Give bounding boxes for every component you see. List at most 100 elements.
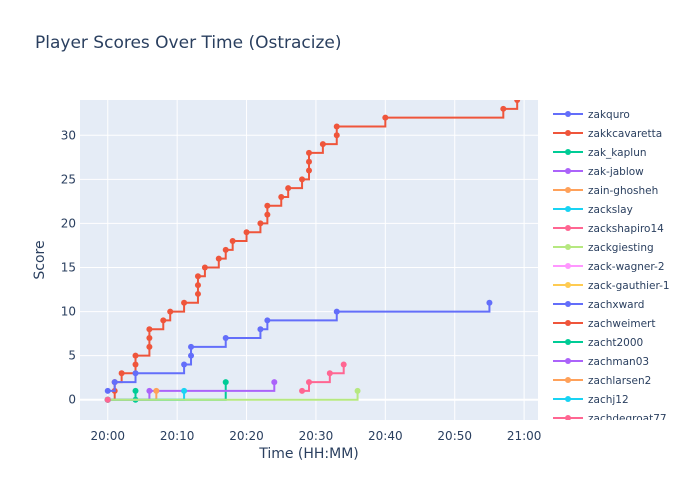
y-tick-label: 5 [68,349,76,363]
data-point-zak-kaplun [222,379,229,386]
data-point-zakkcavaretta [132,352,139,359]
legend-swatch-marker-zackgiesting [565,244,571,250]
data-point-zackshapiro14 [326,370,333,377]
data-point-zakkcavaretta [194,282,201,289]
data-point-zakkcavaretta [257,220,264,227]
legend-swatch-marker-zachj12 [565,396,571,402]
x-tick-label: 20:00 [90,429,125,443]
legend-swatch-marker-zackshapiro14 [565,225,571,231]
data-point-zakkcavaretta [215,255,222,262]
legend-swatch-marker-zacht2000 [565,339,571,345]
legend-swatch-marker-zachman03 [565,358,571,364]
plot-area [80,100,538,420]
series-line-zachxward [107,302,491,392]
chart-title: Player Scores Over Time (Ostracize) [35,33,342,53]
data-point-zakkcavaretta [167,308,174,315]
data-point-zachxward [264,317,271,324]
legend-label-zachxward: zachxward [588,299,644,311]
data-point-zakkcavaretta [306,158,312,165]
data-point-zakkcavaretta [146,335,153,342]
data-point-zak-kaplun [132,387,139,394]
legend-label-zain-ghosheh: zain-ghosheh [588,185,658,197]
y-tick-label: 20 [61,216,76,230]
legend: zakquro zakkcavaretta zak_kaplun zak-jablow… [553,109,670,420]
legend-swatch-marker-zackslay [565,206,571,212]
legend-label-zachlarsen2: zachlarsen2 [588,375,651,387]
data-point-zakkcavaretta [285,185,292,192]
data-point-zakkcavaretta [194,273,201,280]
data-point-zackgiesting [354,387,361,394]
series-layer [104,100,521,403]
legend-label-zackgiesting: zackgiesting [588,242,654,254]
legend-label-zakkcavaretta: zakkcavaretta [588,128,662,140]
data-point-zachdegroat77 [104,396,111,403]
data-point-zakkcavaretta [306,167,312,174]
data-point-zachxward [486,299,493,306]
data-point-zak-jablow [146,387,153,394]
data-point-zackshapiro14 [340,361,347,368]
data-point-zakkcavaretta [194,290,201,297]
y-tick-label: 30 [61,128,76,142]
data-point-zakkcavaretta [333,123,340,130]
data-point-zachxward [333,308,340,315]
legend-label-zachweimert: zachweimert [588,318,655,330]
data-point-zakkcavaretta [229,238,236,245]
data-point-zakkcavaretta [264,211,271,218]
data-point-zackslay [181,387,188,394]
y-tick-label: 15 [61,260,76,274]
legend-swatch-marker-zachweimert [565,320,571,326]
y-tick-label: 25 [61,172,76,186]
x-tick-label: 20:10 [160,429,195,443]
data-point-zachxward [188,352,195,359]
legend-swatch-marker-zack-wagner-2 [565,263,571,269]
data-point-zachxward [257,326,264,333]
x-tick-label: 20:50 [437,429,472,443]
legend-label-zak-kaplun: zak_kaplun [588,147,647,159]
data-point-zachxward [188,343,195,350]
data-point-zakkcavaretta [160,317,167,324]
legend-label-zack-wagner-2: zack-wagner-2 [588,261,665,273]
data-point-zakkcavaretta [382,114,389,121]
data-point-zakkcavaretta [333,132,340,139]
data-point-zackshapiro14 [299,387,306,394]
data-point-zachxward [104,387,111,394]
legend-swatch-marker-zain-ghosheh [565,187,571,193]
data-point-zakkcavaretta [146,326,153,333]
data-point-zakkcavaretta [201,264,208,271]
legend-swatch-marker-zakquro [565,111,571,117]
y-tick-label: 0 [68,393,76,407]
data-point-zachxward [181,361,188,368]
data-point-zakkcavaretta [278,193,285,200]
legend-swatch-marker-zachlarsen2 [565,377,571,383]
legend-swatch-marker-zak-jablow [565,168,571,174]
data-point-zachxward [111,379,118,386]
y-tick-label: 10 [61,305,76,319]
legend-label-zak-jablow: zak-jablow [588,166,644,178]
data-point-zakkcavaretta [146,343,153,350]
data-point-zak-jablow [271,379,278,386]
legend-swatch-marker-zachxward [565,301,571,307]
data-point-zain-ghosheh [153,387,160,394]
legend-label-zachman03: zachman03 [588,356,649,368]
legend-swatch-marker-zakkcavaretta [565,130,571,136]
x-tick-label: 21:00 [507,429,542,443]
x-axis-label: Time (HH:MM) [259,446,359,462]
series-line-zackshapiro14 [302,364,345,392]
x-tick-label: 20:20 [229,429,264,443]
data-point-zakkcavaretta [514,100,521,103]
data-point-zakkcavaretta [500,105,507,112]
legend-label-zackshapiro14: zackshapiro14 [588,223,664,235]
data-point-zakkcavaretta [243,229,250,236]
data-point-zakkcavaretta [222,246,229,253]
data-point-zakkcavaretta [181,299,188,306]
data-point-zachxward [132,370,139,377]
x-tick-label: 20:40 [368,429,403,443]
legend-label-zackslay: zackslay [588,204,633,216]
data-point-zakkcavaretta [299,176,306,183]
data-point-zakkcavaretta [132,361,139,368]
data-point-zakkcavaretta [118,370,125,377]
data-point-zakkcavaretta [264,202,271,209]
legend-label-zachj12: zachj12 [588,394,629,406]
legend-label-zacht2000: zacht2000 [588,337,643,349]
